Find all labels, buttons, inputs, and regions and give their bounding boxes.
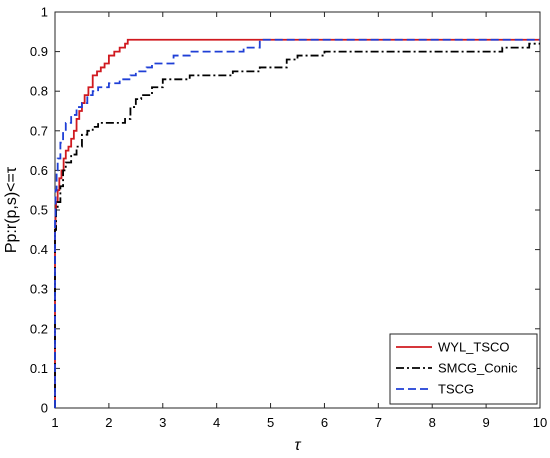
x-tick-label: 6 [321, 415, 328, 430]
series-layer [54, 38, 540, 408]
x-tick-label: 7 [375, 415, 382, 430]
legend-label-wyl-tsco: WYL_TSCO [438, 340, 510, 355]
y-tick-label: 0.6 [30, 163, 48, 178]
y-axis-label: Pp:r(p,s)<=τ [3, 166, 20, 253]
x-tick-label: 5 [267, 415, 274, 430]
y-tick-label: 0.2 [30, 321, 48, 336]
series-line-tscg [54, 38, 540, 408]
x-tick-label: 1 [51, 415, 58, 430]
x-axis-label: τ [295, 437, 302, 454]
x-axis-ticks: 1 2 3 4 5 6 7 8 9 10 [51, 12, 547, 430]
series-line-wyl-tsco [54, 38, 540, 408]
series-line-smcg-conic [54, 42, 540, 408]
y-tick-label: 1 [41, 5, 48, 20]
legend-label-smcg-conic: SMCG_Conic [438, 361, 518, 376]
y-tick-label: 0.1 [30, 361, 48, 376]
y-tick-label: 0.3 [30, 282, 48, 297]
y-axis-ticks: 0 0.1 0.2 0.3 0.4 0.5 0.6 0.7 0.8 0.9 1 [30, 5, 540, 416]
x-tick-label: 10 [533, 415, 547, 430]
y-tick-label: 0.5 [30, 203, 48, 218]
legend-box [389, 333, 538, 405]
x-tick-label: 8 [429, 415, 436, 430]
x-tick-label: 3 [159, 415, 166, 430]
y-tick-label: 0.9 [30, 44, 48, 59]
x-tick-label: 4 [213, 415, 220, 430]
y-tick-label: 0.4 [30, 242, 48, 257]
y-tick-label: 0 [41, 401, 48, 416]
x-tick-label: 9 [482, 415, 489, 430]
legend: WYL_TSCO SMCG_Conic TSCG [389, 333, 538, 405]
x-tick-label: 2 [105, 415, 112, 430]
legend-label-tscg: TSCG [438, 382, 474, 397]
y-tick-label: 0.7 [30, 123, 48, 138]
y-tick-label: 0.8 [30, 84, 48, 99]
